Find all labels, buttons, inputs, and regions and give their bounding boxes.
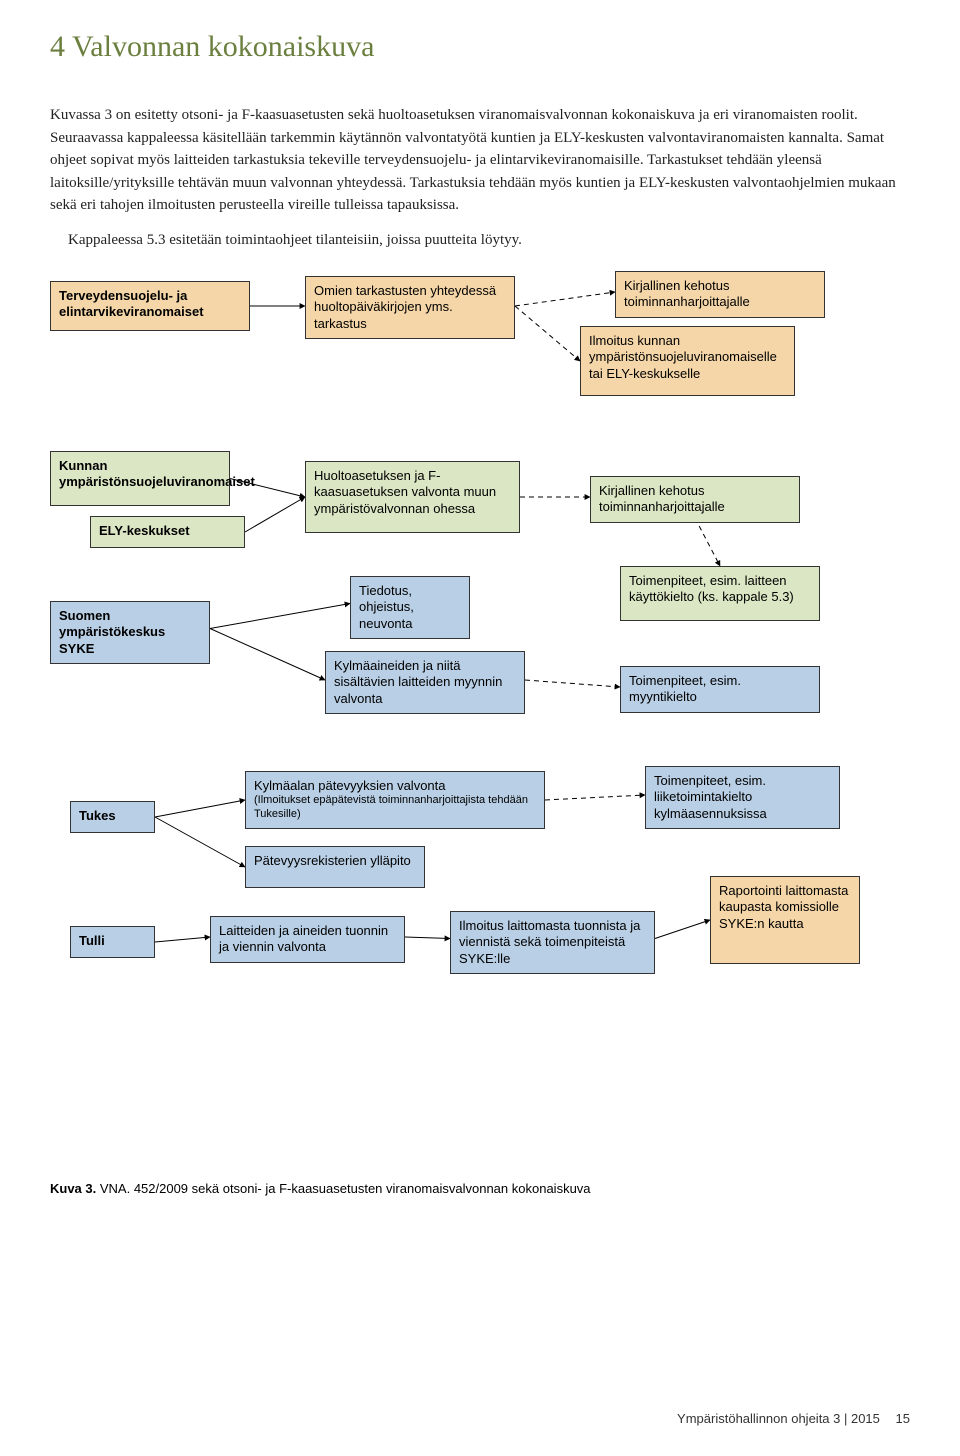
flowchart-node: Toimenpiteet, esim. laitteen käyttökielt… [620, 566, 820, 621]
flowchart-node: Toimenpiteet, esim. myyntikielto [620, 666, 820, 713]
flowchart-node: Raportointi laittomasta kaupasta komissi… [710, 876, 860, 964]
flowchart-node: Toimenpiteet, esim. liiketoimintakielto … [645, 766, 840, 829]
flowchart-edges [50, 271, 910, 1171]
figure-caption-label: Kuva 3. [50, 1181, 100, 1196]
intro-paragraph-2: Kappaleessa 5.3 esitetään toimintaohjeet… [50, 229, 910, 252]
flowchart-node: Ilmoitus laittomasta tuonnista ja vienni… [450, 911, 655, 974]
page-footer: Ympäristöhallinnon ohjeita 3 | 2015 15 [677, 1411, 910, 1426]
flowchart-node: Kylmäaineiden ja niitä sisältävien laitt… [325, 651, 525, 714]
figure-caption: Kuva 3. VNA. 452/2009 sekä otsoni- ja F-… [50, 1181, 910, 1196]
flowchart-node: Laitteiden ja aineiden tuonnin ja vienni… [210, 916, 405, 963]
figure-caption-text: VNA. 452/2009 sekä otsoni- ja F-kaasuase… [100, 1181, 591, 1196]
flowchart-node: Kylmäalan pätevyyksien valvonta(Ilmoituk… [245, 771, 545, 829]
page-title: 4 Valvonnan kokonaiskuva [50, 30, 910, 64]
flowchart-node: Tulli [70, 926, 155, 958]
flowchart-node: Huoltoasetuksen ja F-kaasuasetuksen valv… [305, 461, 520, 533]
flowchart-node: Ilmoitus kunnan ympäristönsuojeluviranom… [580, 326, 795, 396]
flowchart-node: Terveydensuojelu- ja elintarvikeviranoma… [50, 281, 250, 331]
flowchart-node: Kirjallinen kehotus toiminnanharjoittaja… [590, 476, 800, 523]
flowchart-node: Pätevyysrekisterien ylläpito [245, 846, 425, 888]
flowchart-node: Suomen ympäristökeskus SYKE [50, 601, 210, 664]
footer-publication: Ympäristöhallinnon ohjeita 3 | 2015 [677, 1411, 880, 1426]
flowchart-node: Kirjallinen kehotus toiminnanharjoittaja… [615, 271, 825, 318]
intro-paragraph-1: Kuvassa 3 on esitetty otsoni- ja F-kaasu… [50, 104, 910, 217]
flowchart-node: Tiedotus, ohjeistus, neuvonta [350, 576, 470, 639]
flowchart-node: Omien tarkastusten yhteydessä huoltopäiv… [305, 276, 515, 339]
flowchart-diagram: Terveydensuojelu- ja elintarvikeviranoma… [50, 271, 910, 1171]
flowchart-node: ELY-keskukset [90, 516, 245, 548]
flowchart-node: Kunnan ympäristönsuojeluviranomaiset [50, 451, 230, 506]
footer-page-number: 15 [896, 1411, 910, 1426]
flowchart-node: Tukes [70, 801, 155, 833]
